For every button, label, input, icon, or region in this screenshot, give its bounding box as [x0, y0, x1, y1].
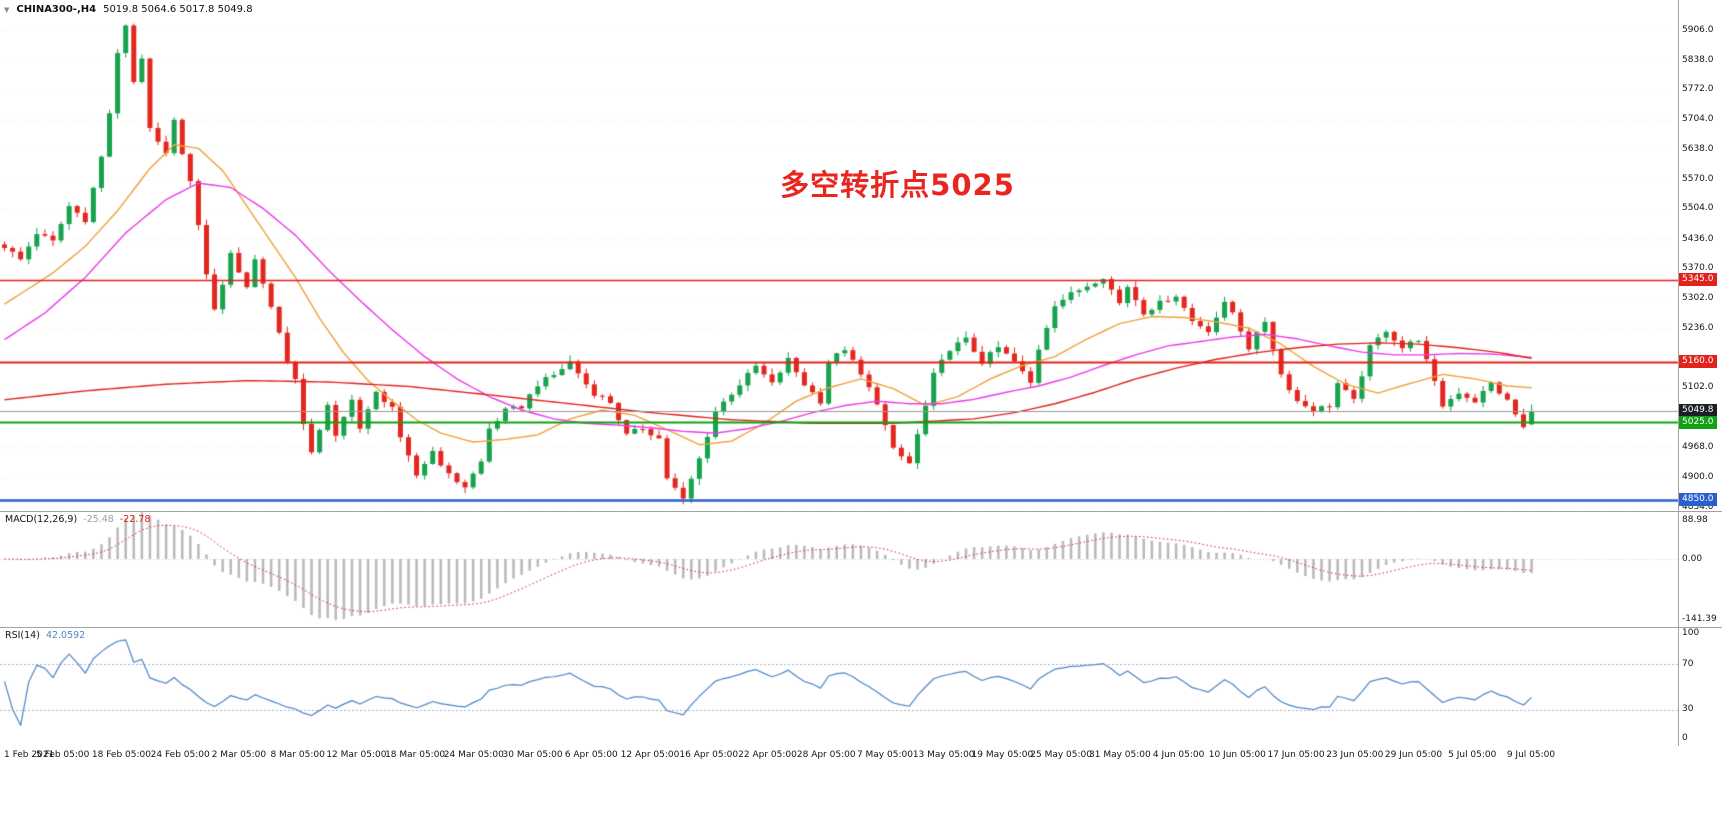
rsi-tick-label: 70 [1682, 658, 1694, 669]
time-axis-label: 30 Mar 05:00 [502, 750, 563, 760]
macd-main-value: -25.48 [83, 514, 114, 525]
macd-indicator-label: MACD(12,26,9) [5, 514, 78, 525]
price-badge-5345-0: 5345.0 [1679, 273, 1717, 287]
symbol-timeframe-label: CHINA300-,H4 [16, 4, 97, 15]
price-tick-label: 5704.0 [1682, 114, 1714, 125]
price-tick-label: 5302.0 [1682, 293, 1714, 304]
ohlc-values: 5019.8 5064.6 5017.8 5049.8 [103, 4, 253, 15]
rsi-value: 42.0592 [45, 630, 86, 641]
time-axis-label: 19 May 05:00 [971, 750, 1034, 760]
price-tick-label: 5370.0 [1682, 263, 1714, 273]
price-tick-label: 4900.0 [1682, 472, 1714, 483]
time-axis-label: 6 Apr 05:00 [564, 750, 618, 760]
macd-signal-value: -22.78 [119, 514, 151, 525]
time-axis-label: 9 Jul 05:00 [1506, 750, 1556, 760]
time-axis-label: 5 Jul 05:00 [1448, 750, 1497, 760]
time-axis-label: 17 Jun 05:00 [1267, 750, 1325, 760]
time-axis-label: 24 Mar 05:00 [443, 750, 504, 760]
price-badge-5160-0: 5160.0 [1679, 355, 1717, 369]
macd-tick-label: 0.00 [1682, 553, 1703, 564]
time-axis-label: 31 May 05:00 [1089, 750, 1151, 760]
rsi-indicator-label: RSI(14) [5, 630, 40, 641]
time-axis-label: 10 Jun 05:00 [1208, 750, 1266, 760]
time-axis-label: 7 May 05:00 [856, 750, 913, 760]
time-axis-label: 22 Apr 05:00 [738, 750, 797, 760]
rsi-tick-label: 30 [1682, 704, 1694, 715]
price-tick-label: 4968.0 [1682, 441, 1714, 452]
price-tick-label: 5906.0 [1682, 24, 1714, 35]
price-axis[interactable]: 5906.0 5838.0 5772.0 5704.0 5638.0 5570.0 5504… [1679, 0, 1722, 512]
rsi-label-row: RSI(14) 42.0592 [5, 630, 85, 641]
time-axis-label: 12 Mar 05:00 [326, 750, 387, 760]
rsi-tick-label: 0 [1682, 733, 1688, 743]
chart-header: ▼ CHINA300-,H4 5019.8 5064.6 5017.8 5049… [4, 4, 253, 15]
time-axis[interactable]: 1 Feb 2021 5 Feb 05:00 18 Feb 05:00 24 Feb … [0, 746, 1722, 770]
rsi-panel-divider[interactable] [0, 627, 1722, 628]
time-axis-label: 1 Feb 2021 [4, 750, 55, 760]
price-tick-label: 5638.0 [1682, 143, 1714, 154]
time-axis-label: 25 May 05:00 [1030, 750, 1092, 760]
price-tick-label: 5436.0 [1682, 233, 1714, 244]
macd-tick-label: 88.98 [1682, 515, 1708, 526]
time-axis-label: 12 Apr 05:00 [620, 750, 680, 760]
macd-panel-divider[interactable] [0, 511, 1722, 512]
time-axis-label: 29 Jun 05:00 [1384, 750, 1443, 760]
price-tick-label: 5236.0 [1682, 322, 1714, 333]
price-tick-label: 5772.0 [1682, 84, 1714, 95]
price-tick-label: 4834.0 [1682, 501, 1714, 512]
price-tick-label: 5102.0 [1682, 382, 1714, 393]
rsi-axis: 100 70 30 0 [1679, 627, 1722, 746]
rsi-tick-label: 100 [1682, 628, 1700, 638]
time-axis-label: 16 Apr 05:00 [679, 750, 739, 760]
price-badge-5025-0: 5025.0 [1679, 415, 1717, 429]
price-tick-label: 5838.0 [1682, 54, 1714, 65]
annotation-text[interactable]: 多空转折点5025 [780, 167, 1015, 202]
time-axis-label: 18 Mar 05:00 [385, 750, 446, 760]
time-axis-label: 28 Apr 05:00 [796, 750, 856, 760]
time-axis-label: 2 Mar 05:00 [211, 750, 267, 760]
time-axis-label: 18 Feb 05:00 [91, 750, 151, 760]
price-badge-5049-8: 5049.8 [1679, 404, 1717, 418]
macd-axis: 88.98 0.00 -141.39 [1679, 511, 1722, 627]
macd-tick-label: -141.39 [1682, 614, 1717, 625]
time-axis-label: 4 Jun 05:00 [1152, 750, 1205, 760]
macd-label-row: MACD(12,26,9) -25.48 -22.78 [5, 514, 150, 525]
price-axis-border [1678, 0, 1679, 746]
price-badge-4850-0: 4850.0 [1679, 493, 1717, 507]
time-axis-label: 24 Feb 05:00 [150, 750, 210, 760]
time-axis-label: 8 Mar 05:00 [270, 750, 325, 760]
chart-collapse-icon[interactable]: ▼ [4, 5, 10, 14]
time-axis-label: 13 May 05:00 [912, 750, 975, 760]
price-tick-label: 5570.0 [1682, 174, 1714, 184]
time-axis-label: 23 Jun 05:00 [1326, 750, 1384, 760]
time-axis-label: 5 Feb 05:00 [36, 750, 90, 760]
price-tick-label: 5504.0 [1682, 203, 1714, 214]
